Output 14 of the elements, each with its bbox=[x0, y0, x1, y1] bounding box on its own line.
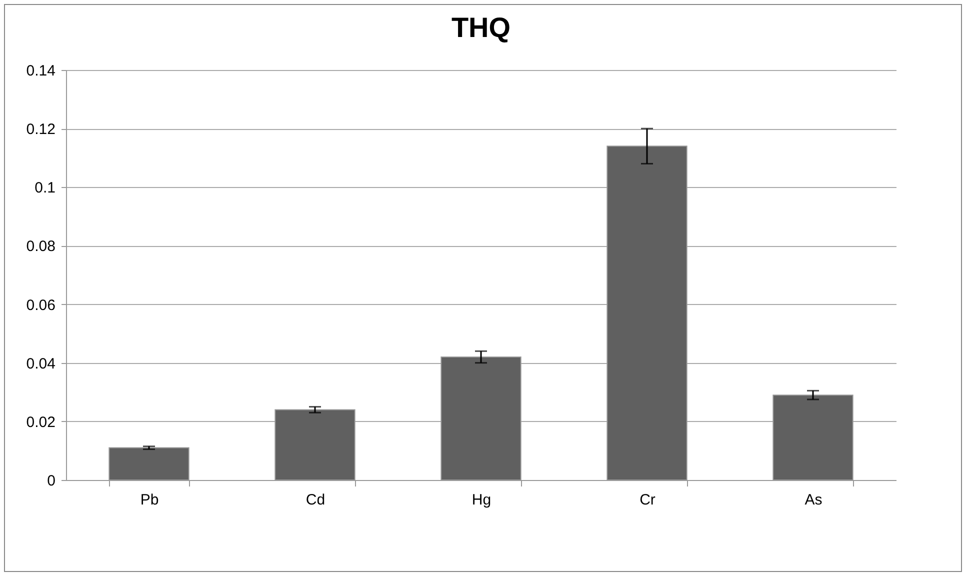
x-tick-label: As bbox=[804, 492, 822, 508]
x-tick-label: Cd bbox=[306, 492, 326, 508]
y-tick-label: 0.02 bbox=[26, 414, 56, 431]
y-tick-label: 0.1 bbox=[34, 180, 56, 197]
y-tick-label: 0.04 bbox=[26, 355, 56, 372]
chart-title: THQ bbox=[451, 12, 511, 43]
y-tick-label: 0.12 bbox=[26, 121, 56, 138]
x-tick-label: Hg bbox=[472, 492, 492, 508]
x-tick-label: Cr bbox=[640, 492, 656, 508]
y-tick-label: 0.08 bbox=[26, 238, 56, 256]
y-tick-label: 0.06 bbox=[26, 296, 56, 314]
y-tick-label: 0.14 bbox=[26, 62, 56, 80]
x-tick-label: Pb bbox=[140, 492, 159, 508]
y-tick-label: 0 bbox=[47, 472, 56, 490]
